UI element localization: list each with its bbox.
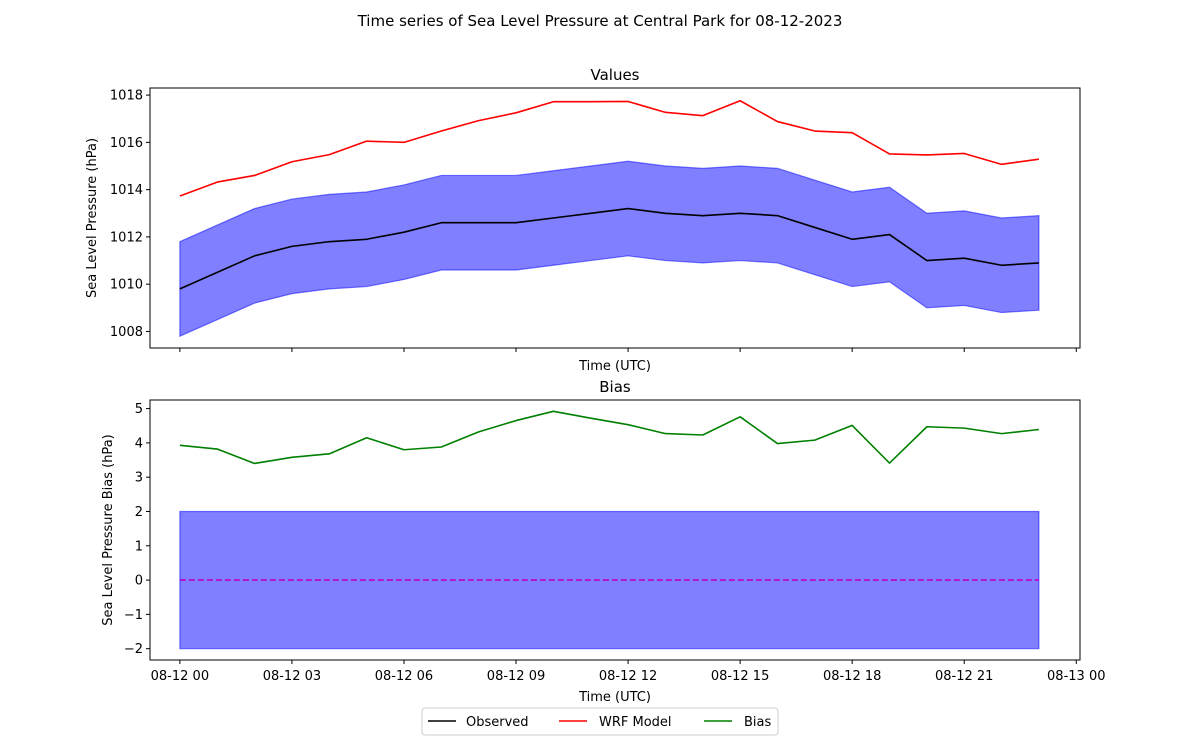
bias-series-layer [179, 410, 1040, 465]
bias-x-tick-label: 08-12 18 [823, 669, 881, 684]
bias-x-tick-label: 08-12 15 [711, 669, 769, 684]
bias-band [179, 510, 1040, 650]
values-y-tick-label: 1012 [110, 230, 143, 245]
values-y-tick-label: 1008 [110, 325, 143, 340]
bias-x-tick-label: 08-12 09 [487, 669, 545, 684]
bias-x-tick-label: 08-13 00 [1047, 669, 1105, 684]
values-line-observed [179, 207, 1039, 290]
bias-y-tick-label: 4 [135, 436, 143, 451]
figure-title: Time series of Sea Level Pressure at Cen… [357, 12, 843, 30]
values-panel-title: Values [590, 66, 639, 84]
values-y-axis-label: Sea Level Pressure (hPa) [85, 138, 100, 298]
bias-y-tick-label: 0 [135, 574, 143, 589]
values-line-wrf [179, 99, 1040, 197]
values-y-tick-label: 1010 [110, 278, 143, 293]
values-uncertainty-band-layer [179, 160, 1040, 338]
bias-x-axis-label: Time (UTC) [578, 690, 651, 705]
bias-y-ticks: −2 −1 0 1 2 3 4 5 [124, 402, 150, 657]
bias-x-tick-label: 08-12 00 [151, 669, 209, 684]
bias-plot-frame [149, 399, 1081, 661]
bias-x-tick-label: 08-12 03 [263, 669, 321, 684]
bias-line-bias [179, 410, 1040, 465]
bias-panel: Bias −2 −1 0 1 2 3 4 5 08-12 00 08-12 03 08-12 06… [101, 378, 1105, 705]
legend: Observed WRF Model Bias [421, 707, 779, 736]
bias-x-tick-label: 08-12 12 [599, 669, 657, 684]
bias-tolerance-band-layer [179, 510, 1040, 650]
bias-panel-title: Bias [599, 378, 631, 396]
bias-y-tick-label: 3 [135, 471, 143, 486]
values-series-layer [179, 99, 1040, 290]
bias-y-tick-label: −1 [124, 608, 143, 623]
bias-y-tick-label: 1 [135, 539, 143, 554]
values-band [179, 160, 1040, 338]
values-x-axis-label: Time (UTC) [578, 359, 651, 374]
bias-x-tick-label: 08-12 21 [935, 669, 993, 684]
bias-y-tick-label: −2 [124, 642, 143, 657]
values-y-tick-label: 1014 [110, 183, 143, 198]
values-plot-frame [149, 87, 1081, 349]
bias-y-axis-label: Sea Level Pressure Bias (hPa) [101, 434, 116, 625]
values-x-ticks [179, 348, 1077, 352]
values-panel: Values 1008 1010 1012 1014 1016 1018 Time (UT… [85, 66, 1081, 374]
values-y-tick-label: 1018 [110, 89, 143, 104]
bias-x-ticks: 08-12 00 08-12 03 08-12 06 08-12 09 08-12 12… [151, 660, 1105, 684]
legend-label-bias: Bias [744, 715, 771, 730]
values-y-tick-label: 1016 [110, 136, 143, 151]
bias-x-tick-label: 08-12 06 [375, 669, 433, 684]
bias-y-tick-label: 5 [135, 402, 143, 417]
legend-label-observed: Observed [466, 715, 529, 730]
legend-label-wrf: WRF Model [599, 715, 672, 730]
bias-y-tick-label: 2 [135, 505, 143, 520]
values-y-ticks: 1008 1010 1012 1014 1016 1018 [110, 89, 150, 340]
legend-frame [421, 707, 779, 736]
